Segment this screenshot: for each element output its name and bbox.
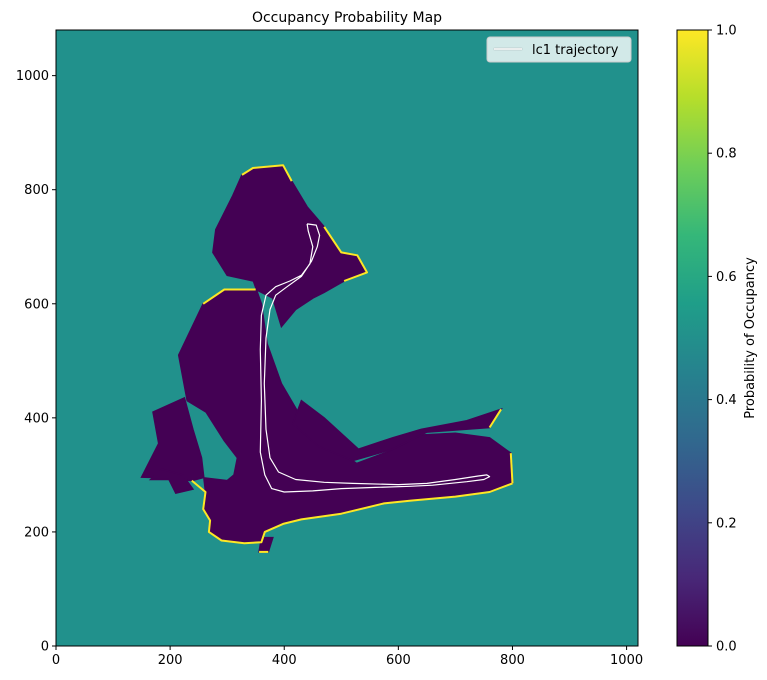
colorbar-gradient — [676, 29, 709, 647]
y-axis: 0 200 400 600 800 1000 — [16, 69, 56, 655]
x-tick-label: 600 — [386, 653, 411, 668]
x-tick-label: 400 — [272, 653, 297, 668]
occupied-edge — [323, 226, 368, 282]
colorbar-tick-label: 0.2 — [716, 516, 737, 531]
occupied-edge — [202, 288, 256, 305]
free-space-region — [291, 399, 503, 462]
x-tick-label: 0 — [52, 653, 60, 668]
y-tick-label: 0 — [41, 640, 49, 655]
x-tick-label: 800 — [500, 653, 525, 668]
occupied-edge — [241, 164, 293, 182]
x-axis: 0 200 400 600 800 1000 — [52, 646, 643, 668]
legend-label: lc1 trajectory — [532, 43, 619, 58]
colorbar-tick-label: 0.4 — [716, 393, 737, 408]
free-space-region — [148, 468, 195, 494]
colorbar-ticks: 0.0 0.2 0.4 0.6 0.8 1.0 — [708, 24, 737, 655]
y-tick-label: 400 — [24, 411, 49, 426]
occupied-edge — [488, 408, 502, 429]
colorbar-tick-label: 1.0 — [716, 24, 737, 39]
chart-title: Occupancy Probability Map — [252, 10, 442, 26]
plot-frame — [55, 29, 639, 647]
y-tick-label: 1000 — [16, 69, 49, 84]
legend-box — [486, 36, 632, 63]
x-tick-label: 1000 — [610, 653, 643, 668]
colorbar-tick-label: 0.8 — [716, 147, 737, 162]
legend: lc1 trajectory — [486, 36, 632, 63]
y-tick-label: 200 — [24, 525, 49, 540]
trajectory-layer — [259, 223, 491, 493]
occupied-edge — [191, 479, 513, 545]
colorbar-tick-label: 0.6 — [716, 270, 737, 285]
occupancy-map — [140, 164, 514, 553]
colorbar-label: Probability of Occupancy — [743, 257, 758, 419]
free-space-region — [140, 164, 514, 545]
y-tick-label: 600 — [24, 297, 49, 312]
colorbar: 0.0 0.2 0.4 0.6 0.8 1.0 Probability of Occupa… — [676, 24, 758, 655]
y-tick-label: 800 — [24, 183, 49, 198]
x-tick-label: 200 — [158, 653, 183, 668]
occupied-edge — [509, 453, 514, 484]
colorbar-tick-label: 0.0 — [716, 640, 737, 655]
plot-area — [56, 30, 638, 646]
trajectory-line — [259, 223, 491, 493]
